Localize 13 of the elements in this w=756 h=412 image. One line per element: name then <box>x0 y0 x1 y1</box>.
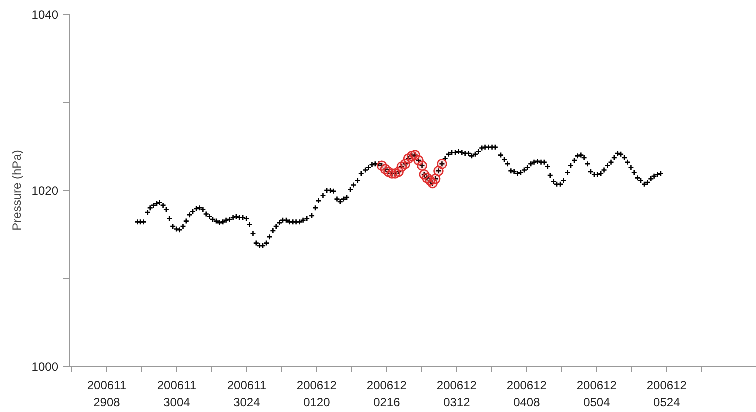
x-tick-label: 200611 3004 <box>157 378 197 410</box>
y-tick-label: 1000 <box>32 360 59 374</box>
x-tick-label: 200612 0504 <box>576 378 618 410</box>
x-tick-label: 200612 0312 <box>436 378 478 410</box>
y-tick-label: 1020 <box>32 184 59 198</box>
y-axis-title: Pressure (hPa) <box>10 150 24 231</box>
y-tick-label: 1040 <box>32 8 59 22</box>
x-tick-label: 200612 0216 <box>366 378 408 410</box>
x-tick-label: 200612 0524 <box>646 378 688 410</box>
x-tick-label: 200611 2908 <box>87 378 127 410</box>
x-tick-label: 200611 3024 <box>227 378 267 410</box>
x-tick-label: 200612 0408 <box>506 378 548 410</box>
x-tick-label: 200612 0120 <box>296 378 338 410</box>
